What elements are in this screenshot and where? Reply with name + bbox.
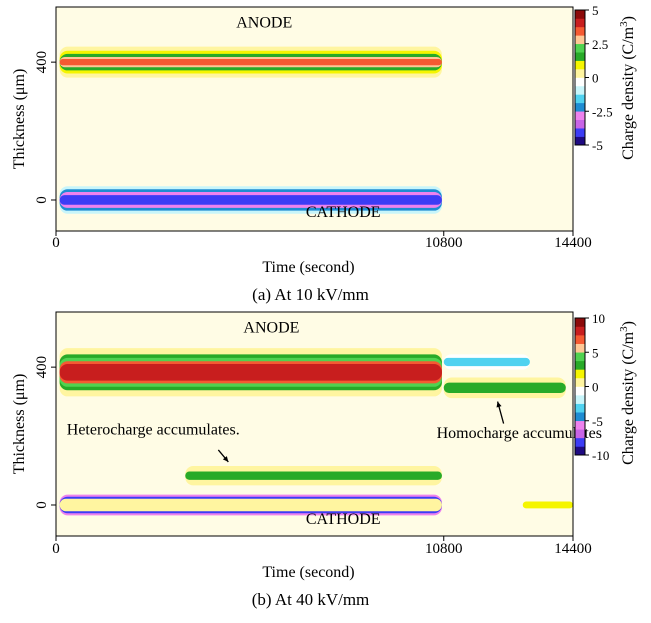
x-tick-label: 10800 [425, 541, 463, 557]
plot-frame [55, 6, 574, 232]
y-axis-label: Thickness (μm) [11, 374, 28, 475]
x-tick-label: 14400 [554, 235, 592, 251]
colorbar: 5 2.5 0 -2.5 -5 Charge density (C/m3) [574, 3, 637, 160]
colorbar-swatch [575, 437, 585, 447]
panel-a: 0 10800 14400 0 400 Time (second) Thickness (μ… [11, 3, 637, 304]
colorbar-tick-label: 10 [592, 311, 605, 326]
colorbar-swatch [575, 343, 585, 353]
colorbar-swatch [575, 386, 585, 396]
x-axis-label: Time (second) [262, 564, 354, 581]
x-axis-label: Time (second) [262, 259, 354, 276]
y-tick-label: 0 [34, 196, 50, 204]
colorbar: 10 5 0 -5 -10 Charge density (C/m3) [574, 311, 637, 465]
colorbar-tick-label: 0 [592, 380, 599, 395]
x-tick-label: 14400 [554, 541, 592, 557]
annotation-heterocharge: Heterocharge accumulates. [67, 421, 240, 438]
colorbar-swatch [575, 102, 585, 112]
colorbar-swatch [575, 136, 585, 146]
colorbar-swatch [575, 128, 585, 137]
post-homocharge-layer-1 [443, 382, 566, 393]
colorbar-tick-label: -10 [592, 448, 609, 463]
post-anode-negative-layer-1 [443, 357, 530, 367]
annotation-arrow-head [496, 401, 502, 408]
colorbar-swatch [575, 412, 585, 422]
colorbar-swatch [575, 326, 585, 336]
panel-caption: (b) At 40 kV/mm [252, 590, 370, 609]
colorbar-swatch [575, 403, 585, 413]
colorbar-swatch [575, 446, 585, 456]
y-tick-label: 400 [34, 356, 50, 379]
charge-bands [59, 348, 573, 516]
colorbar-tick-label: 5 [592, 345, 599, 360]
colorbar-swatch [575, 52, 585, 61]
colorbar-swatch [575, 395, 585, 404]
panel-caption: (a) At 10 kV/mm [252, 285, 369, 304]
colorbar-swatch [575, 360, 585, 370]
anode-layer-layer-4 [59, 59, 442, 66]
x-tick-label: 0 [52, 541, 60, 557]
plot-frame [55, 311, 574, 537]
colorbar-tick-label: -5 [592, 414, 603, 429]
colorbar-tick-label: -5 [592, 138, 603, 153]
colorbar-tick-label: -2.5 [592, 104, 613, 119]
colorbar-swatch [575, 85, 585, 95]
y-tick-label: 400 [34, 51, 50, 73]
colorbar-label: Charge density (C/m3) [618, 321, 637, 465]
colorbar-label: Charge density (C/m3) [618, 16, 637, 160]
colorbar-swatch [575, 69, 585, 78]
colorbar-tick-label: 2.5 [592, 37, 608, 52]
colorbar-swatch [575, 119, 585, 129]
colorbar-swatch [575, 60, 585, 70]
colorbar-swatch [575, 335, 585, 344]
colorbar-swatch [575, 26, 585, 36]
colorbar-tick-label: 5 [592, 3, 599, 18]
heterocharge-layer-layer-1 [185, 471, 442, 480]
colorbar-swatch [575, 429, 585, 439]
colorbar-tick-label: 0 [592, 71, 599, 86]
x-tick-label: 10800 [425, 235, 463, 251]
colorbar-swatch [575, 18, 585, 28]
charge-bands [59, 46, 442, 214]
y-axis-label: Thickness (μm) [11, 69, 28, 170]
colorbar-swatch [575, 94, 585, 104]
anode-layer-layer-4 [59, 364, 442, 381]
cathode-layer-layer-2 [59, 498, 442, 512]
panel-b: 0 10800 14400 0 400 Time (second) Thickness (μ… [11, 311, 637, 609]
annotation-anode: ANODE [243, 320, 299, 337]
colorbar-swatch [575, 318, 585, 327]
colorbar-swatch [575, 377, 585, 387]
cathode-layer-layer-3 [59, 195, 442, 205]
colorbar-swatch [575, 420, 585, 430]
annotation-homocharge: Homocharge accumulates [437, 425, 602, 442]
annotation-arrow-head [222, 456, 229, 462]
x-tick-label: 0 [52, 235, 60, 251]
colorbar-swatch [575, 43, 585, 53]
colorbar-swatch [575, 35, 585, 45]
colorbar-swatch [575, 369, 585, 379]
annotation-cathode: CATHODE [306, 511, 381, 528]
annotation-anode: ANODE [236, 15, 292, 32]
colorbar-swatch [575, 352, 585, 362]
colorbar-swatch [575, 111, 585, 120]
colorbar-swatch [575, 77, 585, 87]
annotation-cathode: CATHODE [306, 204, 381, 221]
colorbar-swatch [575, 10, 585, 19]
post-cathode-layer-0 [522, 501, 573, 509]
y-tick-label: 0 [34, 501, 50, 509]
